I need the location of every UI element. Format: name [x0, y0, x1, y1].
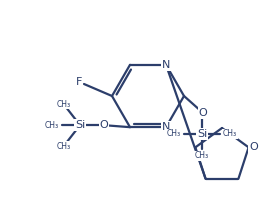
Text: CH₃: CH₃: [57, 100, 71, 109]
Text: CH₃: CH₃: [167, 129, 181, 138]
Text: O: O: [198, 108, 207, 118]
Text: CH₃: CH₃: [223, 129, 237, 138]
Text: CH₃: CH₃: [195, 152, 209, 160]
Text: O: O: [249, 142, 258, 152]
Text: Si: Si: [197, 129, 207, 139]
Text: CH₃: CH₃: [45, 121, 59, 130]
Text: CH₃: CH₃: [57, 142, 71, 151]
Text: O: O: [100, 120, 108, 130]
Text: Si: Si: [75, 120, 85, 130]
Text: F: F: [76, 77, 82, 87]
Text: N: N: [162, 60, 170, 70]
Text: N: N: [162, 122, 170, 132]
